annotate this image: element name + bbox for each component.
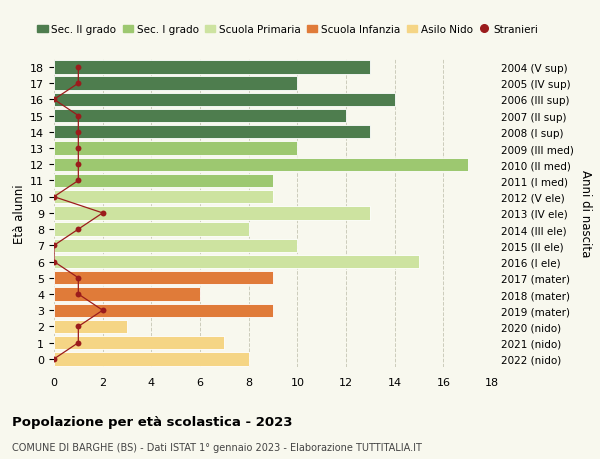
Bar — [54, 223, 248, 236]
Bar — [54, 336, 224, 350]
Bar — [54, 126, 370, 139]
Text: COMUNE DI BARGHE (BS) - Dati ISTAT 1° gennaio 2023 - Elaborazione TUTTITALIA.IT: COMUNE DI BARGHE (BS) - Dati ISTAT 1° ge… — [12, 442, 422, 452]
Point — [49, 258, 59, 266]
Point — [74, 129, 83, 136]
Text: Popolazione per età scolastica - 2023: Popolazione per età scolastica - 2023 — [12, 415, 293, 428]
Point — [74, 112, 83, 120]
Bar — [54, 207, 370, 220]
Point — [74, 226, 83, 233]
Point — [49, 96, 59, 104]
Point — [49, 194, 59, 201]
Bar — [54, 77, 298, 90]
Point — [74, 274, 83, 282]
Bar — [54, 142, 298, 155]
Point — [98, 307, 107, 314]
Bar — [54, 304, 273, 317]
Bar — [54, 353, 248, 366]
Bar — [54, 288, 200, 301]
Bar — [54, 158, 467, 172]
Point — [49, 355, 59, 363]
Bar — [54, 255, 419, 269]
Point — [74, 145, 83, 152]
Point — [74, 291, 83, 298]
Point — [74, 161, 83, 168]
Bar — [54, 239, 298, 252]
Point — [74, 64, 83, 72]
Bar — [54, 61, 370, 74]
Point — [98, 210, 107, 217]
Bar — [54, 190, 273, 204]
Bar — [54, 320, 127, 333]
Point — [74, 80, 83, 88]
Point — [74, 323, 83, 330]
Y-axis label: Età alunni: Età alunni — [13, 184, 26, 243]
Bar — [54, 272, 273, 285]
Bar — [54, 174, 273, 188]
Bar — [54, 94, 395, 107]
Point — [74, 339, 83, 347]
Bar — [54, 110, 346, 123]
Legend: Sec. II grado, Sec. I grado, Scuola Primaria, Scuola Infanzia, Asilo Nido, Stran: Sec. II grado, Sec. I grado, Scuola Prim… — [37, 25, 538, 35]
Y-axis label: Anni di nascita: Anni di nascita — [580, 170, 592, 257]
Point — [49, 242, 59, 250]
Point — [74, 177, 83, 185]
